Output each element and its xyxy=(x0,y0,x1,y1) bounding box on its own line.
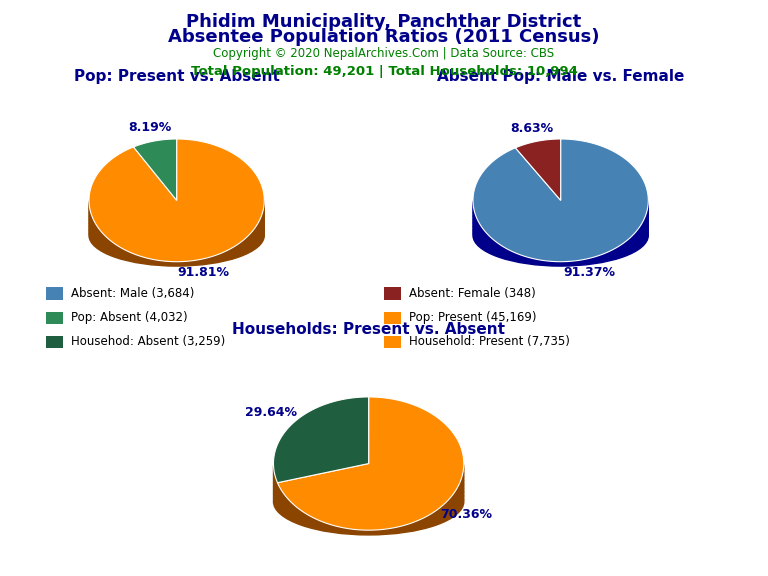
Text: 8.19%: 8.19% xyxy=(127,122,171,134)
Text: Household: Present (7,735): Household: Present (7,735) xyxy=(409,335,569,348)
Text: 29.64%: 29.64% xyxy=(245,406,297,419)
Title: Absent Pop: Male vs. Female: Absent Pop: Male vs. Female xyxy=(437,69,684,84)
Ellipse shape xyxy=(89,187,264,249)
Ellipse shape xyxy=(273,468,464,535)
Ellipse shape xyxy=(473,184,648,245)
Ellipse shape xyxy=(473,198,648,259)
Polygon shape xyxy=(89,139,264,262)
Ellipse shape xyxy=(273,434,464,501)
Ellipse shape xyxy=(89,180,264,241)
Polygon shape xyxy=(277,397,464,530)
Ellipse shape xyxy=(273,453,464,520)
Ellipse shape xyxy=(273,445,464,512)
Ellipse shape xyxy=(473,173,648,234)
Ellipse shape xyxy=(473,177,648,238)
Ellipse shape xyxy=(473,201,648,263)
Ellipse shape xyxy=(89,194,264,256)
Text: 8.63%: 8.63% xyxy=(511,122,554,135)
Text: Absent: Male (3,684): Absent: Male (3,684) xyxy=(71,287,194,300)
Ellipse shape xyxy=(273,464,464,531)
Text: 70.36%: 70.36% xyxy=(440,508,492,521)
Ellipse shape xyxy=(473,204,648,266)
Ellipse shape xyxy=(89,191,264,252)
Ellipse shape xyxy=(89,173,264,234)
Ellipse shape xyxy=(473,180,648,241)
Text: 91.37%: 91.37% xyxy=(563,266,615,279)
Text: Pop: Present (45,169): Pop: Present (45,169) xyxy=(409,311,536,324)
Text: Absent: Female (348): Absent: Female (348) xyxy=(409,287,535,300)
Text: Total Population: 49,201 | Total Households: 10,994: Total Population: 49,201 | Total Househo… xyxy=(190,65,578,78)
Text: Absentee Population Ratios (2011 Census): Absentee Population Ratios (2011 Census) xyxy=(168,28,600,46)
Ellipse shape xyxy=(273,461,464,527)
Polygon shape xyxy=(515,139,561,200)
Text: Pop: Absent (4,032): Pop: Absent (4,032) xyxy=(71,311,187,324)
Text: Househod: Absent (3,259): Househod: Absent (3,259) xyxy=(71,335,225,348)
Ellipse shape xyxy=(273,457,464,524)
Ellipse shape xyxy=(89,184,264,245)
Ellipse shape xyxy=(273,438,464,505)
Ellipse shape xyxy=(473,191,648,252)
Text: Copyright © 2020 NepalArchives.Com | Data Source: CBS: Copyright © 2020 NepalArchives.Com | Dat… xyxy=(214,47,554,60)
Title: Households: Present vs. Absent: Households: Present vs. Absent xyxy=(232,323,505,338)
Ellipse shape xyxy=(89,204,264,266)
Text: 91.81%: 91.81% xyxy=(178,266,230,279)
Ellipse shape xyxy=(273,442,464,508)
Ellipse shape xyxy=(273,449,464,516)
Title: Pop: Present vs. Absent: Pop: Present vs. Absent xyxy=(74,69,280,84)
Ellipse shape xyxy=(473,187,648,249)
Text: Phidim Municipality, Panchthar District: Phidim Municipality, Panchthar District xyxy=(187,13,581,31)
Ellipse shape xyxy=(89,177,264,238)
Polygon shape xyxy=(134,139,177,200)
Polygon shape xyxy=(273,397,369,483)
Ellipse shape xyxy=(89,201,264,263)
Polygon shape xyxy=(473,139,648,262)
Ellipse shape xyxy=(89,198,264,259)
Ellipse shape xyxy=(473,194,648,256)
